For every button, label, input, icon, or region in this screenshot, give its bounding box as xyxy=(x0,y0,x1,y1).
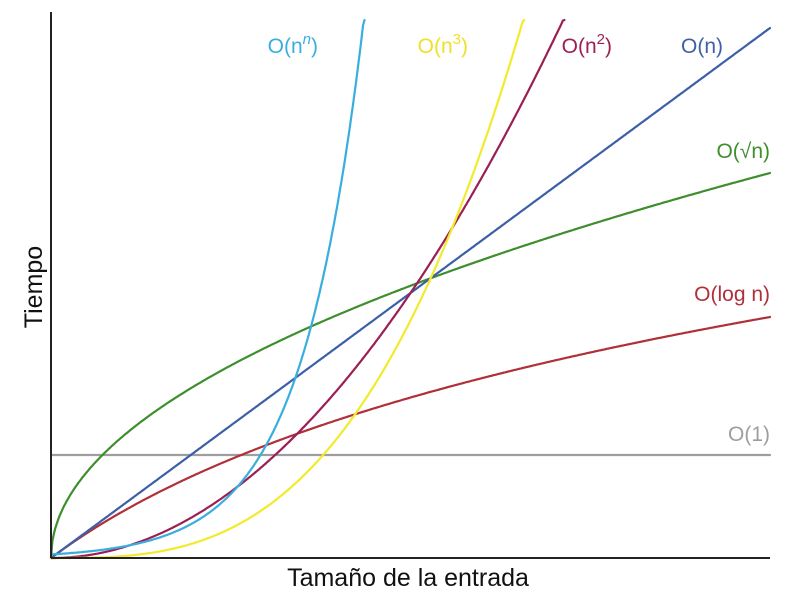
series-label-base: O(n xyxy=(562,35,597,58)
series-label-6: O(nn) xyxy=(268,31,318,58)
series-label-close: ) xyxy=(605,35,612,58)
series-line-5 xyxy=(49,18,526,560)
series-line-2 xyxy=(49,171,772,560)
series-label-base: O(n xyxy=(268,35,303,58)
series-label-base: O(n) xyxy=(681,35,723,58)
series-line-4 xyxy=(49,18,566,560)
series-label-close: ) xyxy=(311,35,318,58)
curves-group xyxy=(49,18,772,560)
series-line-1 xyxy=(49,315,772,560)
series-label-5: O(n3) xyxy=(418,31,468,58)
series-label-base: O(1) xyxy=(728,423,770,446)
series-line-6 xyxy=(49,18,366,556)
series-label-close: ) xyxy=(461,35,468,58)
series-label-base: O(√n) xyxy=(716,140,770,163)
series-label-base: O(n xyxy=(418,35,453,58)
series-label-base: O(log n) xyxy=(694,283,770,306)
y-axis-title: Tiempo xyxy=(20,246,48,328)
x-axis-title: Tamaño de la entrada xyxy=(287,564,529,592)
series-label-exponent: 2 xyxy=(597,31,605,48)
series-label-exponent: n xyxy=(303,31,311,48)
series-label-3: O(n) xyxy=(681,35,723,58)
series-label-2: O(√n) xyxy=(716,140,770,163)
series-label-1: O(log n) xyxy=(694,283,770,306)
series-label-exponent: 3 xyxy=(453,31,461,48)
series-labels: O(1)O(log n)O(√n)O(n)O(n2)O(n3)O(nn) xyxy=(268,31,770,446)
series-label-4: O(n2) xyxy=(562,31,612,58)
series-label-0: O(1) xyxy=(728,423,770,446)
